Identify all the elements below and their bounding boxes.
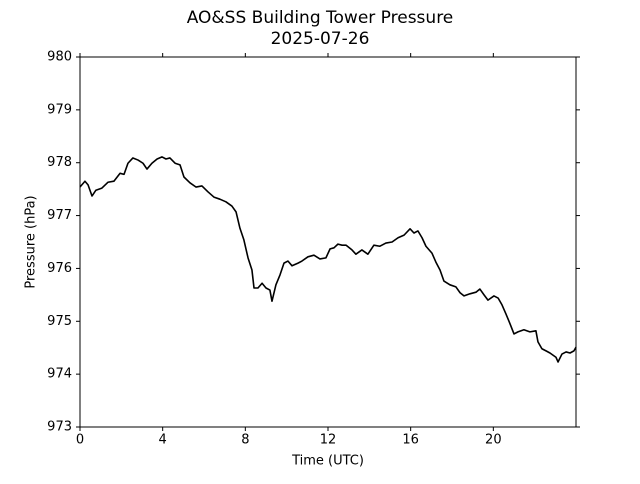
y-tick-label: 975 — [47, 314, 72, 329]
y-tick-label: 979 — [47, 102, 72, 117]
x-tick-label: 4 — [159, 433, 167, 448]
x-axis-label: Time (UTC) — [291, 454, 364, 469]
y-tick-label: 976 — [47, 261, 72, 276]
x-tick-label: 0 — [76, 433, 84, 448]
y-tick-label: 977 — [47, 208, 72, 223]
x-tick-label: 16 — [402, 433, 419, 448]
x-tick-label: 20 — [485, 433, 502, 448]
chart-subtitle: 2025-07-26 — [271, 29, 370, 49]
y-tick-label: 974 — [47, 367, 72, 382]
line-series — [79, 156, 577, 363]
y-axis-label: Pressure (hPa) — [24, 195, 39, 288]
x-tick-label: 8 — [241, 433, 249, 448]
plot-frame — [79, 56, 577, 428]
chart-title: AO&SS Building Tower Pressure — [187, 8, 454, 28]
y-tick-label: 973 — [47, 420, 72, 435]
y-tick-label: 980 — [47, 50, 72, 65]
y-tick-label: 978 — [47, 155, 72, 170]
x-tick-label: 12 — [320, 433, 337, 448]
